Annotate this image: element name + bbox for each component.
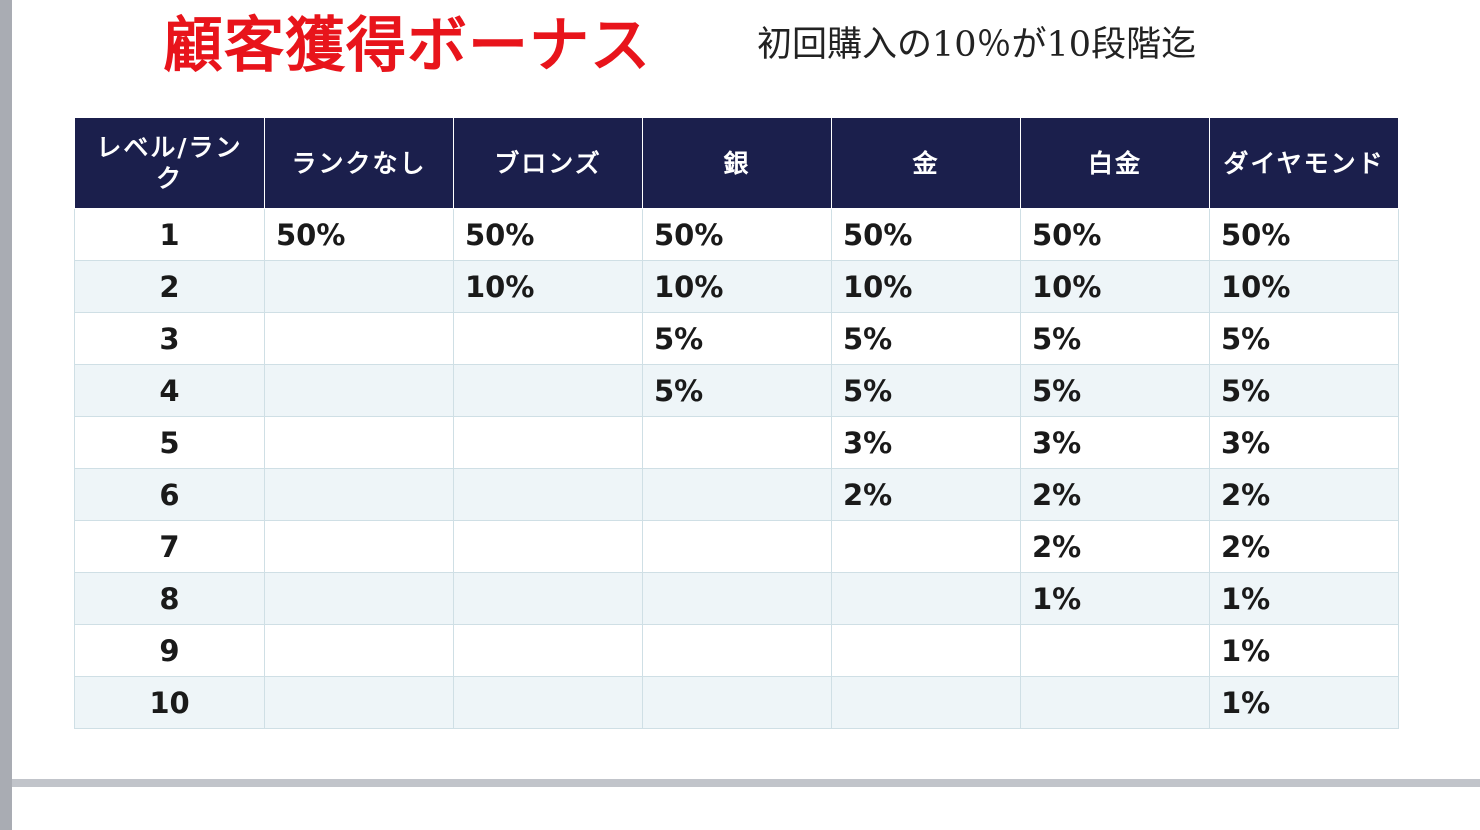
bonus-cell: 50% xyxy=(453,208,643,261)
table-row: 2 10% 10% 10% 10% 10% xyxy=(74,260,1399,313)
header-no-rank: ランクなし xyxy=(264,117,454,209)
bonus-cell xyxy=(453,364,643,417)
level-cell: 3 xyxy=(74,312,265,365)
bonus-cell xyxy=(453,676,643,729)
bonus-cell: 1% xyxy=(1020,572,1210,625)
table-row: 10 1% xyxy=(74,676,1399,729)
bonus-cell xyxy=(264,468,454,521)
bonus-cell: 1% xyxy=(1209,624,1399,677)
header-platinum: 白金 xyxy=(1020,117,1210,209)
bonus-cell: 1% xyxy=(1209,572,1399,625)
table-body: 1 50% 50% 50% 50% 50% 50% 2 10% 10% 10% 10% 10% 3 5% 5%… xyxy=(74,208,1399,729)
level-cell: 7 xyxy=(74,520,265,573)
bonus-cell xyxy=(453,624,643,677)
bonus-cell xyxy=(264,624,454,677)
bonus-cell: 50% xyxy=(1209,208,1399,261)
page-title: 顧客獲得ボーナス xyxy=(163,11,651,81)
bonus-cell xyxy=(642,624,832,677)
bonus-cell: 2% xyxy=(1020,468,1210,521)
left-edge-bar xyxy=(0,0,12,830)
bonus-cell xyxy=(642,676,832,729)
header-gold: 金 xyxy=(831,117,1021,209)
bonus-cell: 1% xyxy=(1209,676,1399,729)
bonus-cell xyxy=(642,468,832,521)
level-cell: 9 xyxy=(74,624,265,677)
bonus-cell: 5% xyxy=(642,312,832,365)
bonus-cell: 5% xyxy=(831,312,1021,365)
table-row: 6 2% 2% 2% xyxy=(74,468,1399,521)
bonus-cell xyxy=(831,520,1021,573)
table-row: 8 1% 1% xyxy=(74,572,1399,625)
bonus-cell xyxy=(1020,676,1210,729)
bonus-cell xyxy=(264,260,454,313)
level-cell: 1 xyxy=(74,208,265,261)
bonus-cell xyxy=(453,572,643,625)
bonus-cell xyxy=(1020,624,1210,677)
table-row: 3 5% 5% 5% 5% xyxy=(74,312,1399,365)
bonus-cell: 5% xyxy=(1020,312,1210,365)
bonus-cell xyxy=(264,312,454,365)
bonus-cell xyxy=(831,624,1021,677)
header-level-rank: レベル/ランク xyxy=(74,117,265,209)
bonus-cell: 10% xyxy=(1209,260,1399,313)
bonus-cell: 5% xyxy=(642,364,832,417)
bonus-cell xyxy=(264,676,454,729)
table-row: 5 3% 3% 3% xyxy=(74,416,1399,469)
bottom-divider xyxy=(12,779,1480,787)
bonus-cell: 5% xyxy=(1209,364,1399,417)
header-bronze: ブロンズ xyxy=(453,117,643,209)
bonus-cell: 10% xyxy=(453,260,643,313)
bonus-cell: 3% xyxy=(1020,416,1210,469)
bonus-cell xyxy=(642,572,832,625)
bonus-cell: 5% xyxy=(1209,312,1399,365)
bonus-cell xyxy=(264,364,454,417)
header-silver: 銀 xyxy=(642,117,832,209)
bonus-cell: 10% xyxy=(1020,260,1210,313)
level-cell: 8 xyxy=(74,572,265,625)
bonus-cell: 50% xyxy=(1020,208,1210,261)
level-cell: 10 xyxy=(74,676,265,729)
bonus-cell: 50% xyxy=(642,208,832,261)
bonus-cell xyxy=(453,520,643,573)
bonus-cell: 5% xyxy=(831,364,1021,417)
table-header-row: レベル/ランク ランクなし ブロンズ銀金白金 ダイヤモンド xyxy=(74,117,1399,209)
bonus-cell: 2% xyxy=(1209,468,1399,521)
bonus-cell xyxy=(831,572,1021,625)
bonus-cell: 5% xyxy=(1020,364,1210,417)
bonus-cell: 10% xyxy=(642,260,832,313)
bonus-cell: 10% xyxy=(831,260,1021,313)
page-subtitle: 初回購入の10％が10段階迄 xyxy=(757,25,1197,65)
bonus-cell xyxy=(831,676,1021,729)
bonus-cell: 3% xyxy=(1209,416,1399,469)
bonus-cell xyxy=(264,572,454,625)
bonus-cell: 2% xyxy=(831,468,1021,521)
bonus-cell xyxy=(453,468,643,521)
table-row: 9 1% xyxy=(74,624,1399,677)
table-row: 4 5% 5% 5% 5% xyxy=(74,364,1399,417)
level-cell: 5 xyxy=(74,416,265,469)
table-row: 1 50% 50% 50% 50% 50% 50% xyxy=(74,208,1399,261)
bonus-cell: 3% xyxy=(831,416,1021,469)
header-diamond: ダイヤモンド xyxy=(1209,117,1399,209)
bonus-cell xyxy=(264,416,454,469)
bonus-cell xyxy=(453,312,643,365)
table-row: 7 2% 2% xyxy=(74,520,1399,573)
bonus-cell xyxy=(264,520,454,573)
level-cell: 6 xyxy=(74,468,265,521)
bonus-cell xyxy=(642,416,832,469)
bonus-cell: 50% xyxy=(831,208,1021,261)
bonus-table: レベル/ランク ランクなし ブロンズ銀金白金 ダイヤモンド 1 50% 50% 50% 50%… xyxy=(74,117,1399,729)
bonus-cell: 2% xyxy=(1209,520,1399,573)
level-cell: 4 xyxy=(74,364,265,417)
level-cell: 2 xyxy=(74,260,265,313)
bonus-cell: 2% xyxy=(1020,520,1210,573)
bonus-cell xyxy=(453,416,643,469)
bonus-cell: 50% xyxy=(264,208,454,261)
bonus-cell xyxy=(642,520,832,573)
